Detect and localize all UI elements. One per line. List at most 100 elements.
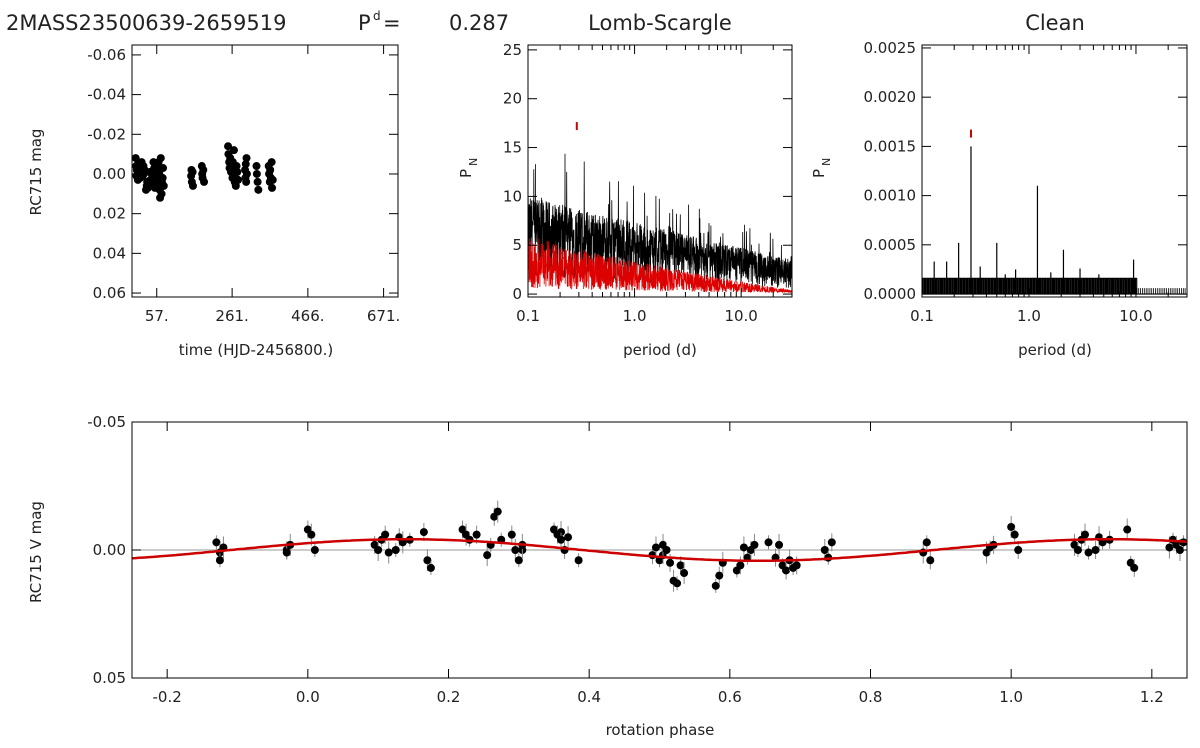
data-point bbox=[200, 177, 209, 186]
data-point bbox=[926, 556, 935, 565]
sinusoid-fit bbox=[131, 537, 1188, 563]
data-point bbox=[307, 530, 316, 539]
data-point bbox=[666, 558, 675, 567]
star-id: 2MASS23500639-2659519 bbox=[6, 11, 287, 35]
x-tick-label: 0.1 bbox=[516, 307, 540, 325]
phase-panel: -0.2 0.0 0.2 0.4 0.6 0.8 1.0 1.2 -0.05 0.00 0.05 r… bbox=[27, 413, 1188, 739]
data-point bbox=[157, 189, 166, 198]
y-tick-label: 0.0000 bbox=[864, 285, 917, 303]
period-label: P bbox=[358, 11, 371, 35]
data-point bbox=[651, 543, 660, 552]
data-point bbox=[1081, 530, 1090, 539]
data-point bbox=[557, 535, 566, 544]
x-tick-label: 1.2 bbox=[1140, 688, 1164, 706]
clean-frame bbox=[921, 44, 1188, 298]
data-point bbox=[1010, 530, 1019, 539]
data-point bbox=[384, 548, 393, 557]
x-tick-label: 0.0 bbox=[296, 688, 320, 706]
lomb-scargle-panel: 0.1 1.0 10.0 0 5 10 15 20 25 period (d) P N bbox=[457, 41, 793, 359]
data-point bbox=[159, 181, 168, 190]
period-eq: = bbox=[383, 11, 401, 35]
x-tick-label: 261. bbox=[215, 307, 248, 325]
data-point bbox=[252, 169, 261, 178]
lomb-scargle-frame bbox=[527, 44, 793, 298]
data-point bbox=[426, 563, 435, 572]
data-point bbox=[673, 579, 682, 588]
y-tick-label: 0.04 bbox=[93, 244, 126, 262]
y-tick-label: 0.05 bbox=[93, 669, 126, 687]
clean-ylabel: P bbox=[810, 169, 828, 178]
data-point bbox=[310, 546, 319, 554]
x-tick-label: 57. bbox=[145, 307, 169, 325]
y-tick-label: -0.05 bbox=[87, 413, 126, 431]
clean-panel: 0.1 1.0 10.0 0.0000 0.0005 0.0010 0.0015 0.0020… bbox=[810, 39, 1188, 359]
y-tick-label: 0.00 bbox=[93, 165, 126, 183]
clean-xlabel: period (d) bbox=[1018, 341, 1092, 359]
lomb-scargle-spectrum bbox=[528, 122, 792, 294]
y-tick-label: 15 bbox=[503, 139, 522, 157]
data-point bbox=[1007, 522, 1016, 531]
data-point bbox=[1130, 563, 1139, 572]
x-tick-label: 10.0 bbox=[1119, 307, 1152, 325]
y-tick-label: -0.04 bbox=[87, 86, 126, 104]
data-point bbox=[232, 162, 241, 171]
data-point bbox=[750, 540, 759, 549]
y-tick-label: 5 bbox=[512, 236, 522, 254]
x-tick-label: 0.6 bbox=[718, 688, 742, 706]
data-point bbox=[374, 546, 383, 554]
data-point bbox=[676, 561, 685, 570]
data-point bbox=[241, 160, 250, 169]
light-curve-points bbox=[131, 142, 277, 202]
data-point bbox=[711, 581, 720, 590]
data-point bbox=[199, 166, 208, 175]
data-point bbox=[792, 561, 801, 570]
data-point bbox=[391, 546, 400, 554]
clean-tail bbox=[1136, 288, 1188, 294]
data-point bbox=[511, 546, 520, 554]
x-tick-label: 0.8 bbox=[859, 688, 883, 706]
data-point bbox=[775, 540, 784, 549]
light-curve-frame bbox=[131, 44, 399, 298]
data-point bbox=[215, 556, 224, 565]
y-tick-label: 0.02 bbox=[93, 205, 126, 223]
phase-axes: -0.2 0.0 0.2 0.4 0.6 0.8 1.0 1.2 -0.05 0.00 0.05 bbox=[87, 413, 1187, 706]
light-curve-panel: 57. 261. 466. 671. -0.06 -0.04 -0.02 0.00 0.02 0.… bbox=[27, 44, 400, 359]
phase-curve-points bbox=[131, 500, 1188, 593]
clean-title: Clean bbox=[1025, 11, 1085, 35]
x-tick-label: 0.4 bbox=[577, 688, 601, 706]
clean-spectrum bbox=[921, 129, 1188, 295]
data-point bbox=[254, 185, 263, 194]
data-point bbox=[1014, 546, 1023, 554]
lomb-scargle-title: Lomb-Scargle bbox=[588, 11, 732, 35]
data-point bbox=[736, 561, 745, 570]
data-point bbox=[131, 154, 140, 163]
y-tick-label: 20 bbox=[503, 90, 522, 108]
data-point bbox=[1084, 548, 1093, 557]
data-point bbox=[764, 538, 773, 547]
period-value: 0.287 bbox=[449, 11, 509, 35]
data-point bbox=[739, 543, 748, 552]
y-tick-label: 0.00 bbox=[93, 541, 126, 559]
y-tick-label: 0.0025 bbox=[864, 39, 917, 57]
x-tick-label: 0.1 bbox=[910, 307, 934, 325]
data-point bbox=[268, 175, 277, 184]
data-point bbox=[472, 530, 481, 539]
data-point bbox=[574, 556, 583, 565]
data-point bbox=[820, 546, 829, 554]
data-point bbox=[242, 177, 251, 186]
x-tick-label: 671. bbox=[367, 307, 400, 325]
data-point bbox=[252, 162, 261, 171]
x-tick-label: 1.0 bbox=[623, 307, 647, 325]
data-point bbox=[229, 146, 238, 155]
y-tick-label: -0.06 bbox=[87, 46, 126, 64]
x-tick-label: 1.0 bbox=[999, 688, 1023, 706]
x-tick-label: 10.0 bbox=[724, 307, 757, 325]
data-point bbox=[381, 530, 390, 539]
data-point bbox=[557, 528, 566, 537]
data-point bbox=[282, 548, 291, 557]
data-point bbox=[423, 556, 432, 565]
lomb-scargle-xlabel: period (d) bbox=[623, 341, 697, 359]
data-point bbox=[564, 533, 573, 542]
phase-xlabel: rotation phase bbox=[606, 721, 715, 739]
data-point bbox=[1123, 525, 1132, 534]
